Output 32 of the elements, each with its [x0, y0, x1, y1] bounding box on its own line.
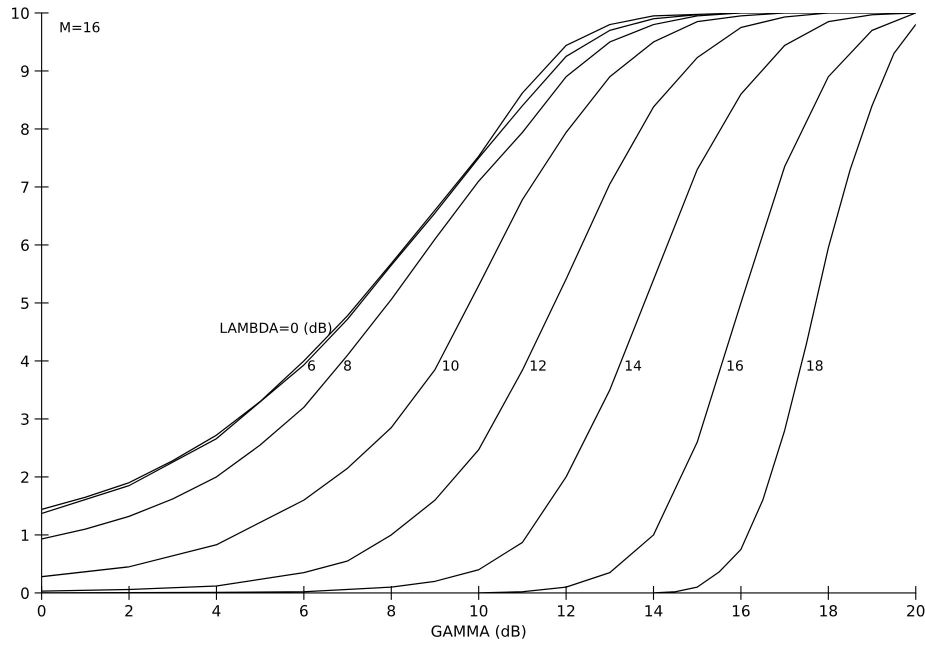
- x-tick-label: 10: [470, 604, 488, 617]
- annotation: M=16: [60, 22, 100, 32]
- series-label: 18: [807, 360, 823, 371]
- series-label: 6: [308, 360, 316, 371]
- series-label: LAMBDA=0 (dB): [220, 322, 332, 335]
- x-tick-label: 8: [387, 604, 396, 617]
- series-label: 10: [443, 360, 458, 371]
- x-tick-label: 6: [300, 604, 308, 617]
- series-label: 12: [530, 360, 546, 371]
- x-tick-label: 12: [558, 604, 574, 616]
- x-tick-label: 0: [38, 604, 46, 617]
- x-tick-label: 4: [212, 605, 220, 616]
- x-tick-label: 18: [820, 604, 838, 617]
- y-tick-label: 3: [21, 413, 29, 425]
- x-tick-label: 16: [732, 604, 750, 617]
- series-label: 14: [626, 360, 642, 371]
- y-tick-label: 9: [21, 65, 29, 77]
- y-tick-label: 5: [21, 298, 28, 309]
- y-tick-label: 0: [21, 587, 29, 599]
- series-label: 16: [728, 360, 743, 371]
- y-tick-label: 10: [12, 7, 29, 19]
- y-tick-label: 1: [22, 530, 28, 541]
- x-tick-label: 14: [645, 605, 662, 616]
- y-tick-label: 6: [21, 239, 29, 251]
- y-tick-label: 7: [21, 182, 29, 193]
- x-tick-label: 2: [125, 604, 132, 616]
- y-tick-label: 8: [21, 123, 29, 135]
- series-label: 8: [344, 360, 351, 371]
- y-tick-label: 4: [20, 356, 29, 367]
- x-axis-title: GAMMA (dB): [432, 625, 526, 639]
- x-tick-label: 20: [907, 604, 924, 617]
- y-tick-label: 2: [21, 471, 28, 483]
